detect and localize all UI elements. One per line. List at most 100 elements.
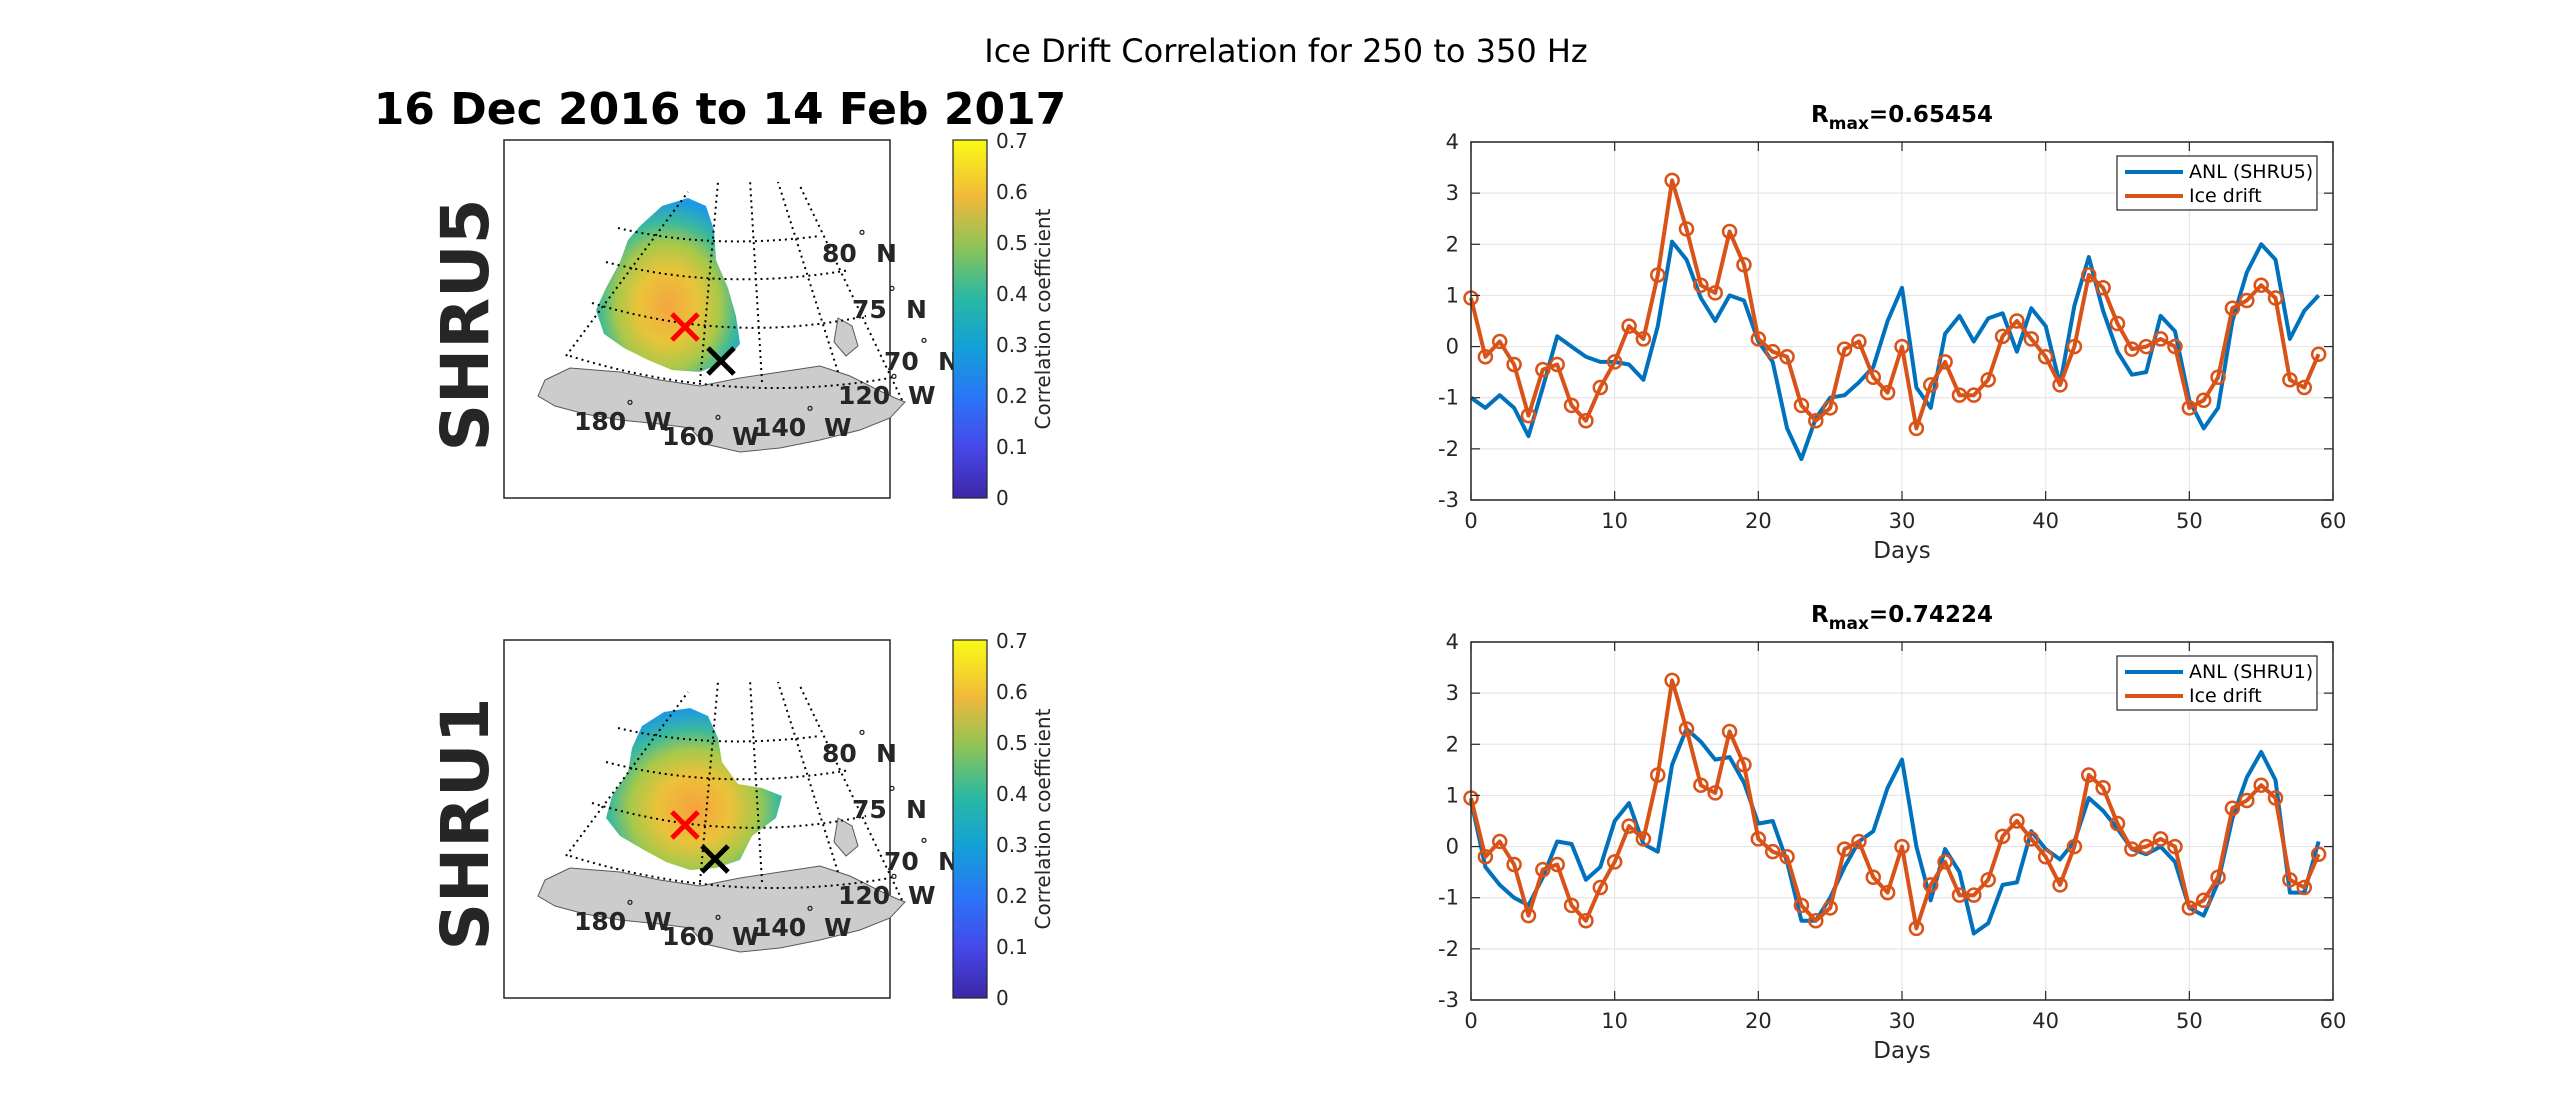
lon-label-120: 120 ° W (838, 871, 936, 910)
data-point (2009, 313, 2025, 329)
data-point (2009, 813, 2025, 829)
y-tick-label: 2 (1446, 232, 1459, 256)
data-point (2267, 290, 2284, 306)
svg-text:N: N (876, 739, 897, 768)
y-tick-label: 1 (1446, 783, 1459, 807)
data-point (1779, 349, 1795, 365)
data-point (1922, 377, 1939, 393)
data-point (2253, 277, 2269, 293)
line-chart-shru5: 0 10 20 30 40 50 60 -3 -2 -1 0 1 2 3 4 Days Rmax=0.65454… (1438, 102, 2346, 564)
data-point (1621, 318, 1637, 334)
data-point (2181, 400, 2198, 416)
colorbar-label: Correlation coefficient (1031, 208, 1055, 429)
data-point (2224, 300, 2241, 316)
data-point (2023, 331, 2040, 347)
data-point (2310, 846, 2327, 862)
data-point (1951, 887, 1968, 903)
data-point (1650, 767, 1666, 783)
legend-box (2116, 655, 2318, 711)
x-tick-label: 20 (1745, 1009, 1772, 1033)
svg-text:N: N (876, 239, 897, 268)
data-point (2037, 849, 2054, 865)
data-point (1506, 356, 1522, 373)
data-point (1477, 349, 1494, 365)
svg-text:°: ° (888, 783, 896, 802)
max-correlation-marker (670, 312, 700, 342)
lon-label-140: 140 ° W (754, 403, 852, 442)
data-point (2210, 369, 2226, 386)
data-point (1750, 831, 1767, 847)
data-point (1764, 343, 1781, 360)
map-panel-shru5: SHRU5 80 ° N 75 ° N 70 ° N (427, 129, 1055, 510)
station-marker (700, 844, 730, 874)
y-tick-label: 4 (1446, 630, 1459, 654)
y-tick-label: 3 (1446, 681, 1459, 705)
svg-text:80: 80 (822, 239, 857, 268)
data-point (1535, 361, 1551, 378)
svg-text:80: 80 (822, 739, 857, 768)
data-point (1908, 420, 1925, 437)
svg-text:0.7: 0.7 (996, 629, 1028, 653)
data-point (2052, 377, 2068, 393)
station-label: SHRU1 (427, 697, 504, 950)
lat-label-80: 80 ° N (822, 227, 897, 268)
legend-label: Ice drift (2189, 185, 2262, 207)
data-point (1793, 397, 1810, 414)
data-point (2109, 315, 2126, 332)
svg-text:W: W (908, 381, 936, 410)
data-point (2138, 838, 2154, 855)
svg-text:°: ° (858, 227, 866, 246)
svg-text:0.5: 0.5 (996, 231, 1028, 255)
data-point (1520, 407, 1537, 424)
data-point (1822, 900, 1838, 916)
max-correlation-marker (670, 810, 700, 840)
data-point (2081, 767, 2097, 783)
y-tick-label: 2 (1446, 732, 1459, 756)
svg-text:0.1: 0.1 (996, 935, 1028, 959)
data-point (1693, 777, 1709, 793)
data-point (1994, 328, 2011, 345)
svg-text:°: ° (626, 897, 634, 916)
svg-text:°: ° (920, 335, 928, 354)
data-point (1621, 818, 1637, 834)
data-point (2267, 790, 2284, 806)
y-tick-label: 4 (1446, 130, 1459, 154)
data-point (1592, 879, 1609, 896)
lat-lon-grid (565, 679, 903, 901)
svg-text:°: ° (714, 912, 722, 931)
data-point (1966, 387, 1982, 403)
lat-label-75: 75 ° N (852, 783, 927, 824)
correlation-field (596, 198, 740, 372)
data-point (1966, 887, 1982, 903)
lat-label-70: 70 ° N (884, 835, 959, 876)
data-point (2109, 815, 2126, 832)
data-point (2296, 879, 2313, 896)
svg-text:0.1: 0.1 (996, 435, 1028, 459)
svg-text:°: ° (890, 371, 898, 390)
data-point (1491, 833, 1508, 850)
data-point (1491, 333, 1508, 350)
svg-text:140: 140 (754, 413, 806, 442)
data-point (1549, 356, 1565, 373)
svg-text:0.4: 0.4 (996, 782, 1028, 806)
svg-text:°: ° (806, 903, 814, 922)
data-point (1721, 223, 1738, 240)
svg-text:120: 120 (838, 381, 890, 410)
data-point (1606, 354, 1623, 370)
data-point (2195, 392, 2212, 409)
data-point (2066, 338, 2083, 355)
data-point (1693, 277, 1709, 293)
data-point (2037, 349, 2054, 365)
data-point (1865, 869, 1882, 886)
data-point (2023, 831, 2040, 847)
svg-text:0.2: 0.2 (996, 384, 1028, 408)
data-point (2081, 267, 2097, 283)
lat-label-70: 70 ° N (884, 335, 959, 376)
svg-text:W: W (644, 907, 672, 936)
lon-label-160: 160 ° W (662, 412, 760, 451)
data-point (1650, 267, 1666, 283)
data-point (2167, 838, 2183, 855)
x-tick-label: 40 (2032, 509, 2059, 533)
svg-text:0.3: 0.3 (996, 833, 1028, 857)
